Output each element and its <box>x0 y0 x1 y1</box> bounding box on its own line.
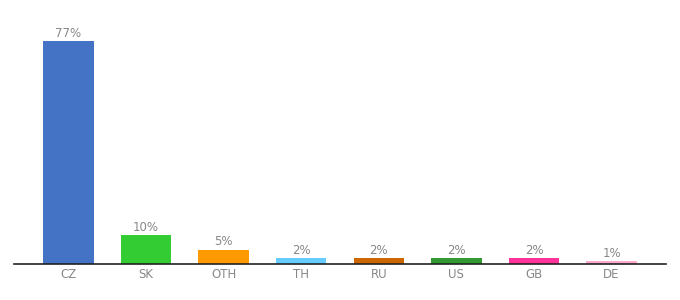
Text: 77%: 77% <box>56 27 82 40</box>
Bar <box>276 258 326 264</box>
Bar <box>121 235 171 264</box>
Text: 1%: 1% <box>602 247 621 260</box>
Text: 2%: 2% <box>292 244 311 257</box>
Bar <box>44 41 94 264</box>
Text: 10%: 10% <box>133 220 159 234</box>
Text: 2%: 2% <box>525 244 543 257</box>
Bar <box>431 258 481 264</box>
Bar <box>354 258 404 264</box>
Bar <box>199 250 249 264</box>
Text: 2%: 2% <box>369 244 388 257</box>
Text: 5%: 5% <box>214 235 233 248</box>
Bar <box>586 261 636 264</box>
Bar <box>509 258 559 264</box>
Text: 2%: 2% <box>447 244 466 257</box>
